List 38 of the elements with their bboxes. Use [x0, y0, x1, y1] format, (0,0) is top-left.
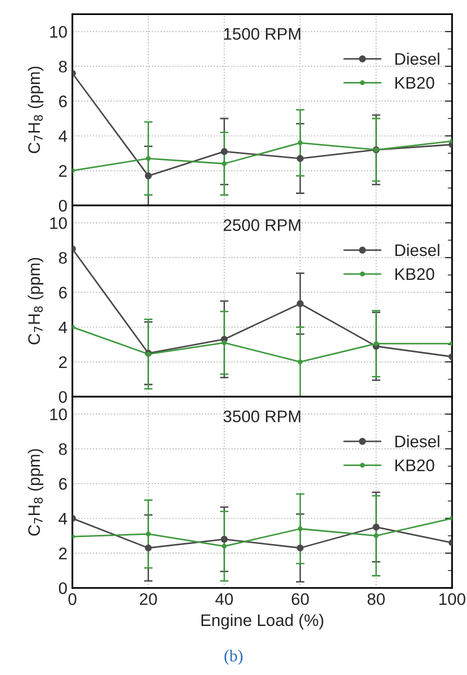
y-tick-label: 4 [58, 322, 68, 334]
x-tick-label: 0 [68, 593, 76, 606]
y-tick-label: 2 [59, 548, 67, 560]
x-tick-label: 60 [292, 593, 309, 606]
y-axis-title: C$_{7}$H$_{8}$ (ppm) [28, 66, 44, 154]
legend-label: Diesel [395, 435, 440, 448]
y-tick-label: 6 [59, 286, 67, 299]
y-tick-label: 8 [58, 252, 67, 264]
y-tick-label: 0 [58, 200, 67, 212]
y-tick-label: 0 [58, 391, 67, 403]
y-tick-label: 10 [50, 217, 67, 230]
y-tick-label: 6 [59, 478, 67, 490]
legend-label: KB20 [395, 268, 434, 280]
text: 2500 RPM [224, 219, 300, 232]
y-tick-label: 4 [58, 512, 68, 524]
text: (b) [224, 650, 242, 665]
legend-label: Diesel [395, 244, 440, 256]
y-tick-label: 10 [50, 26, 67, 38]
y-tick-label: 4 [58, 130, 68, 142]
legend-label: KB20 [395, 76, 434, 89]
x-tick-label: 80 [368, 593, 385, 606]
y-tick-label: 0 [58, 582, 67, 594]
y-axis-title: C$_{7}$H$_{8}$ (ppm) [28, 258, 44, 344]
y-tick-label: 8 [58, 60, 67, 73]
text: 3500 RPM [223, 410, 300, 422]
y-tick-label: 2 [59, 356, 67, 368]
legend-label: KB20 [395, 459, 434, 472]
y-tick-label: 6 [59, 96, 67, 108]
x-axis-title: Engine Load (%) [202, 614, 324, 630]
x-tick-label: 100 [439, 593, 466, 606]
y-tick-label: 10 [50, 408, 67, 420]
legend-label: Diesel [395, 52, 440, 65]
x-tick-label: 40 [215, 593, 233, 606]
y-axis-title: C$_{7}$H$_{8}$ (ppm) [28, 449, 44, 536]
y-tick-label: 2 [59, 165, 67, 177]
text: 1500 RPM [224, 28, 300, 40]
x-tick-label: 20 [140, 593, 157, 606]
y-tick-label: 8 [58, 443, 67, 456]
